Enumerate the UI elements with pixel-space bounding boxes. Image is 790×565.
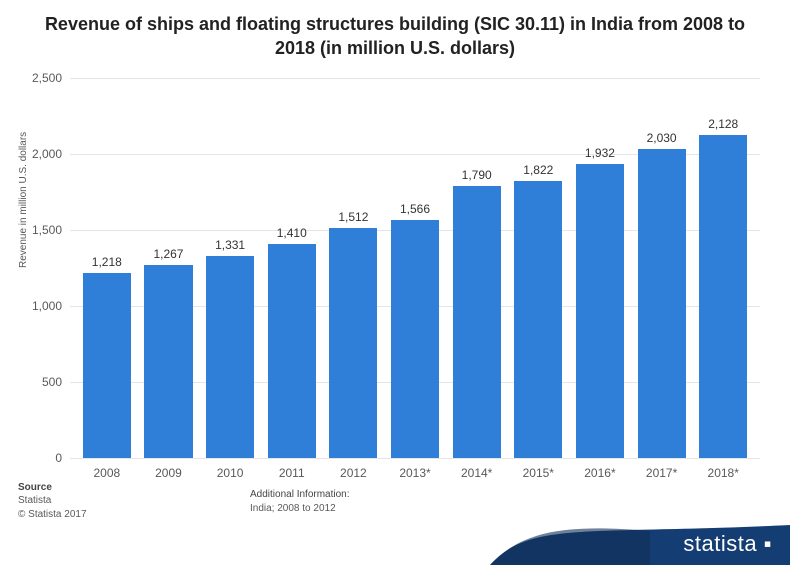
bar [268, 244, 316, 458]
bar-value-label: 1,267 [153, 247, 183, 261]
bar-slot: 1,331 [199, 78, 261, 458]
y-tick-label: 0 [55, 451, 70, 465]
bar-value-label: 1,822 [523, 163, 553, 177]
bar [514, 181, 562, 458]
y-tick-label: 1,000 [32, 299, 70, 313]
bar-value-label: 2,128 [708, 117, 738, 131]
grid-line [70, 458, 760, 459]
bar-slot: 1,218 [76, 78, 138, 458]
bar-value-label: 1,932 [585, 146, 615, 160]
bar-slot: 1,790 [446, 78, 508, 458]
bar-slot: 1,566 [384, 78, 446, 458]
bar-slot: 2,128 [692, 78, 754, 458]
bar-value-label: 1,218 [92, 255, 122, 269]
bar [576, 164, 624, 458]
bar [144, 265, 192, 458]
y-tick-label: 500 [42, 375, 70, 389]
chart-plot-area: 05001,0001,5002,0002,500 1,2181,2671,331… [70, 78, 760, 458]
source-name: Statista [18, 494, 87, 508]
bar [453, 186, 501, 458]
bar [206, 256, 254, 458]
copyright-text: © Statista 2017 [18, 508, 87, 522]
bar-value-label: 2,030 [647, 131, 677, 145]
x-tick-label: 2009 [138, 460, 200, 480]
x-tick-label: 2008 [76, 460, 138, 480]
bar [329, 228, 377, 458]
x-tick-label: 2012 [323, 460, 385, 480]
x-tick-label: 2010 [199, 460, 261, 480]
bar [391, 220, 439, 458]
x-tick-label: 2015* [507, 460, 569, 480]
x-tick-label: 2018* [692, 460, 754, 480]
x-tick-label: 2017* [631, 460, 693, 480]
bar [83, 273, 131, 458]
bar-value-label: 1,512 [338, 210, 368, 224]
additional-info-heading: Additional Information: [250, 488, 350, 502]
bar-slot: 1,267 [138, 78, 200, 458]
source-heading: Source [18, 481, 87, 495]
bar-value-label: 1,331 [215, 238, 245, 252]
chart-title: Revenue of ships and floating structures… [0, 0, 790, 69]
bar-value-label: 1,566 [400, 202, 430, 216]
additional-info: Additional Information: India; 2008 to 2… [250, 488, 350, 515]
y-tick-label: 2,500 [32, 71, 70, 85]
bar-value-label: 1,410 [277, 226, 307, 240]
bar [638, 149, 686, 458]
bar-value-label: 1,790 [462, 168, 492, 182]
y-axis-label: Revenue in million U.S. dollars [18, 132, 29, 268]
x-tick-label: 2011 [261, 460, 323, 480]
y-tick-label: 1,500 [32, 223, 70, 237]
x-axis-ticks: 200820092010201120122013*2014*2015*2016*… [70, 460, 760, 480]
brand-logo-text: statista ▪ [683, 531, 772, 557]
bar-slot: 1,822 [507, 78, 569, 458]
additional-info-text: India; 2008 to 2012 [250, 502, 350, 516]
x-tick-label: 2014* [446, 460, 508, 480]
bar-slot: 1,932 [569, 78, 631, 458]
x-tick-label: 2016* [569, 460, 631, 480]
bar-slot: 1,410 [261, 78, 323, 458]
x-tick-label: 2013* [384, 460, 446, 480]
y-tick-label: 2,000 [32, 147, 70, 161]
source-footer: Source Statista © Statista 2017 [18, 481, 87, 522]
bar-slot: 1,512 [323, 78, 385, 458]
bar [699, 135, 747, 458]
bar-slot: 2,030 [631, 78, 693, 458]
